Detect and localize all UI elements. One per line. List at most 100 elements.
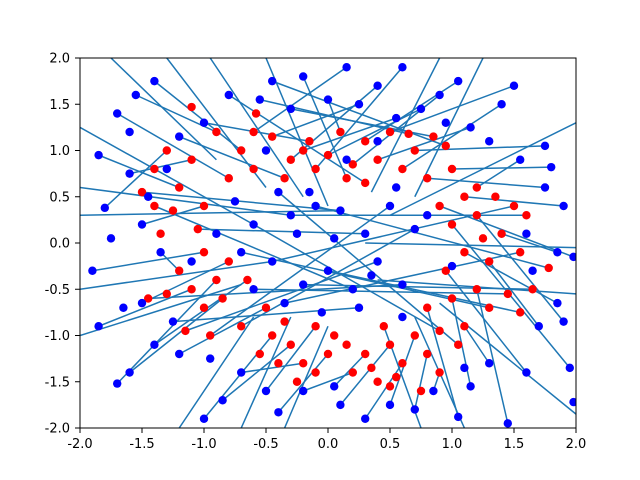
blue-point: [509, 81, 519, 90]
x-tick-label: -1.5: [129, 437, 154, 452]
blue-point: [553, 248, 562, 257]
red-point: [447, 294, 457, 303]
blue-point: [522, 229, 531, 238]
connector-line: [209, 205, 391, 337]
red-point: [441, 141, 450, 151]
red-point: [237, 146, 246, 155]
blue-point: [361, 229, 370, 238]
connector-line: [178, 135, 285, 179]
blue-point: [534, 322, 543, 331]
red-point: [292, 377, 302, 386]
red-point: [299, 146, 308, 155]
red-point: [187, 155, 196, 164]
connector-line: [476, 159, 521, 189]
red-point: [199, 201, 209, 211]
blue-point: [569, 397, 576, 407]
blue-point: [280, 298, 289, 308]
connector-line: [240, 316, 292, 428]
red-point: [441, 266, 450, 275]
blue-point: [336, 400, 345, 410]
red-point: [199, 248, 209, 257]
blue-point: [547, 162, 556, 172]
blue-point: [168, 317, 178, 326]
blue-point: [137, 298, 147, 308]
red-point: [485, 303, 494, 312]
red-point: [193, 224, 202, 234]
red-point: [361, 178, 370, 188]
red-point: [423, 303, 432, 312]
blue-point: [330, 234, 339, 243]
red-point: [168, 206, 178, 215]
blue-point: [528, 266, 537, 275]
connector-line: [463, 325, 490, 364]
x-tick-label: 1.0: [442, 437, 463, 452]
y-axis: 2.0 1.5 1.0 0.5 0.0 -0.5 -1.0 -1.5 -2.0: [45, 52, 80, 437]
red-point: [305, 137, 314, 146]
connector-line: [141, 191, 341, 212]
connector-line: [315, 205, 549, 269]
red-point: [268, 132, 277, 141]
connector-line: [265, 58, 329, 207]
y-tick-label: -1.5: [45, 375, 70, 390]
blue-point: [416, 104, 426, 114]
connector-line: [141, 205, 205, 226]
blue-point: [348, 285, 357, 294]
connector-line: [488, 261, 540, 327]
connector-line: [364, 80, 459, 142]
connector-line: [222, 344, 292, 401]
red-point: [156, 229, 165, 238]
red-point: [199, 303, 209, 312]
connector-line: [178, 307, 267, 355]
x-tick-label: -2.0: [67, 437, 92, 452]
blue-point: [410, 405, 419, 414]
red-point: [379, 322, 388, 331]
x-tick-label: 2.0: [566, 437, 587, 452]
connector-line: [240, 228, 416, 327]
red-point: [361, 137, 370, 146]
blue-point: [299, 280, 308, 289]
blue-point: [330, 382, 339, 391]
blue-point: [94, 322, 103, 331]
blue-point: [175, 349, 184, 359]
red-point: [187, 285, 196, 294]
blue-point: [113, 379, 122, 388]
red-point: [249, 127, 258, 137]
connector-line: [116, 112, 230, 179]
connector-line: [427, 177, 546, 189]
red-point: [385, 340, 395, 349]
blue-point: [230, 197, 240, 206]
blue-point: [261, 146, 271, 155]
blue-point: [559, 201, 568, 211]
red-point: [187, 102, 196, 112]
red-point: [516, 308, 525, 317]
connector-line: [271, 103, 360, 138]
blue-point: [199, 118, 209, 127]
connector-line: [209, 58, 304, 198]
red-point: [144, 294, 153, 303]
red-point: [416, 386, 426, 396]
red-point: [348, 160, 357, 169]
red-point: [212, 275, 221, 285]
blue-point: [447, 261, 457, 271]
connector-lines: [80, 58, 576, 428]
red-point: [311, 164, 320, 174]
red-point: [478, 234, 488, 243]
connector-line: [153, 279, 248, 346]
connector-line: [178, 316, 255, 428]
red-point: [385, 382, 395, 391]
red-point: [435, 326, 444, 336]
red-point: [342, 340, 351, 349]
red-point: [237, 322, 246, 331]
connector-line: [241, 362, 304, 374]
red-point: [286, 340, 295, 349]
x-tick-label: 0.5: [380, 437, 401, 452]
blue-point: [410, 224, 419, 234]
red-point: [410, 331, 419, 340]
blue-point: [466, 382, 475, 391]
blue-point: [144, 192, 153, 201]
blue-point: [361, 414, 370, 423]
connector-line: [327, 108, 422, 156]
blue-point: [454, 76, 463, 86]
connector-line: [98, 288, 192, 327]
